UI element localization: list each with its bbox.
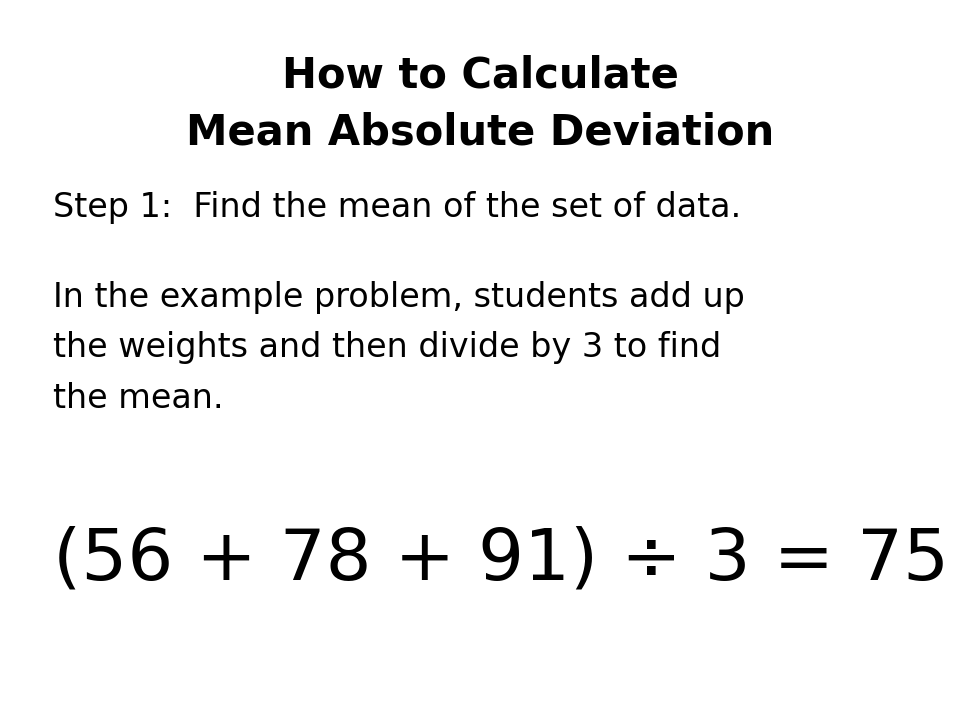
Text: Step 1:  Find the mean of the set of data.: Step 1: Find the mean of the set of data…	[53, 191, 741, 224]
Text: Mean Absolute Deviation: Mean Absolute Deviation	[186, 112, 774, 153]
Text: In the example problem, students add up: In the example problem, students add up	[53, 281, 745, 314]
Text: (56 + 78 + 91) ÷ 3 = 75: (56 + 78 + 91) ÷ 3 = 75	[53, 526, 948, 595]
Text: How to Calculate: How to Calculate	[281, 54, 679, 96]
Text: the mean.: the mean.	[53, 382, 224, 415]
Text: the weights and then divide by 3 to find: the weights and then divide by 3 to find	[53, 331, 721, 364]
